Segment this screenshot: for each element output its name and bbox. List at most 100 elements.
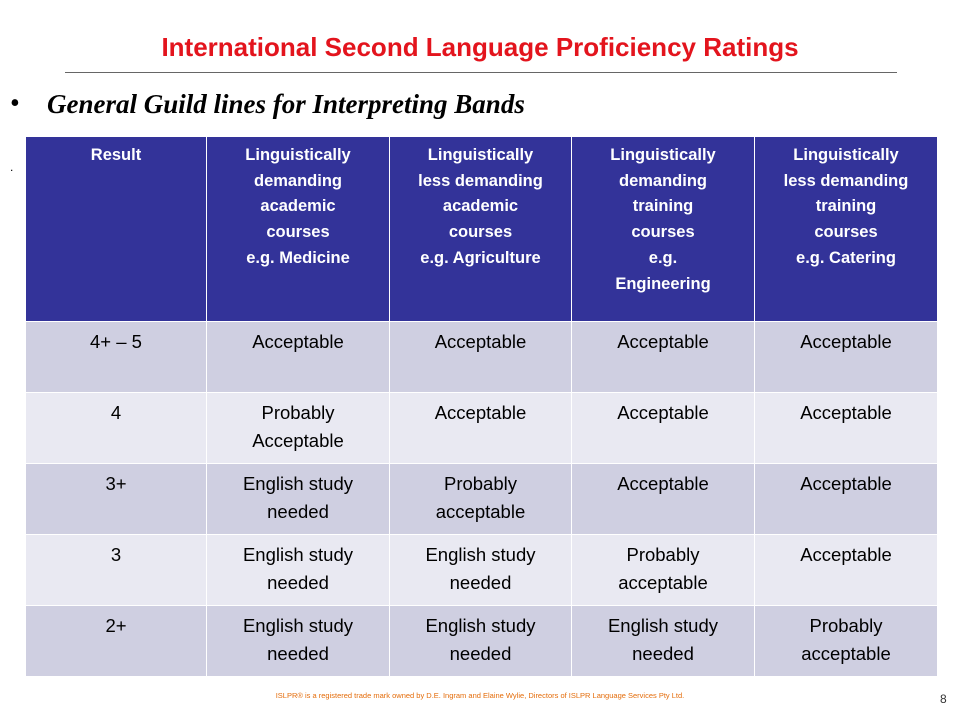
cell-line: 4+ – 5 bbox=[90, 331, 142, 352]
cell-line: Linguistically bbox=[427, 146, 534, 164]
table-cell: English study needed bbox=[389, 534, 572, 606]
cell-line: acceptable bbox=[801, 643, 891, 664]
cell-line: acceptable bbox=[618, 572, 708, 593]
cell-line: training bbox=[815, 197, 877, 216]
marker: . bbox=[10, 160, 14, 174]
table-cell: English study needed bbox=[206, 463, 390, 535]
cell-line: English study bbox=[242, 473, 354, 494]
cell-line: Linguistically bbox=[245, 146, 351, 164]
ratings-table: Result Linguistically demanding academic cou… bbox=[25, 136, 938, 677]
header-cell: Linguistically less demanding training cour… bbox=[754, 136, 938, 322]
cell-line: 3+ bbox=[105, 473, 127, 494]
cell-line: courses bbox=[631, 223, 695, 242]
cell-line: Result bbox=[90, 146, 142, 164]
table-cell: 3+ bbox=[25, 463, 207, 535]
cell-line: training bbox=[632, 197, 694, 216]
header-cell: Linguistically demanding academic courses e.… bbox=[206, 136, 390, 322]
cell-line: Acceptable bbox=[434, 331, 527, 352]
cell-line: Probably bbox=[443, 473, 517, 494]
cell-line: e.g. Medicine bbox=[246, 248, 350, 267]
cell-line: needed bbox=[632, 643, 694, 664]
table-cell: Probably acceptable bbox=[389, 463, 572, 535]
cell-line: English study bbox=[425, 615, 536, 636]
cell-line: needed bbox=[449, 643, 512, 664]
cell-line: courses bbox=[814, 223, 878, 242]
table-cell: Acceptable bbox=[571, 321, 755, 393]
table-cell: Acceptable bbox=[754, 463, 938, 535]
page-number: 8 bbox=[940, 692, 947, 706]
cell-line: Acceptable bbox=[617, 402, 709, 423]
cell-line: Acceptable bbox=[434, 402, 527, 423]
table-cell: Acceptable bbox=[571, 463, 755, 535]
table-cell: Acceptable bbox=[389, 392, 572, 464]
cell-line: demanding bbox=[618, 171, 707, 190]
title-rule bbox=[65, 72, 897, 73]
cell-line: Engineering bbox=[615, 274, 711, 293]
table-cell: English study needed bbox=[206, 534, 390, 606]
cell-line: courses bbox=[266, 223, 330, 242]
cell-line: courses bbox=[448, 223, 513, 242]
footer: ISLPR® is a registered trade mark owned … bbox=[275, 691, 685, 700]
cell-line: e.g. Agriculture bbox=[420, 248, 541, 267]
cell-line: needed bbox=[267, 572, 329, 593]
bullet-dot: • bbox=[10, 88, 20, 119]
table-cell: Acceptable bbox=[571, 392, 755, 464]
table-cell: 3 bbox=[25, 534, 207, 606]
table-row: 3 English study needed English study needed P… bbox=[25, 534, 938, 606]
cell-line: Acceptable bbox=[252, 331, 344, 352]
header-cell: Linguistically demanding training courses e.… bbox=[571, 136, 755, 322]
table-cell: Probably acceptable bbox=[754, 605, 938, 677]
cell-line: e.g. bbox=[648, 248, 678, 267]
table-cell: Acceptable bbox=[389, 321, 572, 393]
bullet-text: General Guild lines for Interpreting Ban… bbox=[47, 89, 525, 119]
table-row: 4 Probably Acceptable Acceptable Acceptable A… bbox=[25, 392, 938, 464]
header-cell: Result bbox=[25, 136, 207, 322]
cell-line: 3 bbox=[110, 544, 122, 565]
cell-line: Acceptable bbox=[800, 402, 892, 423]
table-cell: Acceptable bbox=[754, 321, 938, 393]
cell-line: Acceptable bbox=[617, 331, 709, 352]
table-cell: English study needed bbox=[389, 605, 572, 677]
table-row: 2+ English study needed English study needed… bbox=[25, 605, 938, 677]
cell-line: Probably bbox=[261, 402, 335, 423]
cell-line: Acceptable bbox=[617, 473, 709, 494]
table-row: 4+ – 5 Acceptable Acceptable Acceptable Acce… bbox=[25, 321, 938, 393]
table-cell: English study needed bbox=[571, 605, 755, 677]
table-cell: 2+ bbox=[25, 605, 207, 677]
table-cell: Acceptable bbox=[206, 321, 390, 393]
cell-line: needed bbox=[267, 501, 329, 522]
cell-line: English study bbox=[242, 544, 354, 565]
cell-line: English study bbox=[242, 615, 354, 636]
table-cell: Acceptable bbox=[754, 392, 938, 464]
cell-line: less demanding bbox=[783, 171, 909, 190]
cell-line: English study bbox=[425, 544, 536, 565]
cell-line: Acceptable bbox=[800, 331, 892, 352]
cell-line: Probably bbox=[809, 615, 883, 636]
cell-line: academic bbox=[442, 197, 519, 216]
table-row: 3+ English study needed Probably acceptable A… bbox=[25, 463, 938, 535]
cell-line: Acceptable bbox=[800, 544, 892, 565]
title: International Second Language Proficienc… bbox=[161, 32, 799, 62]
cell-line: Linguistically bbox=[610, 146, 716, 164]
table-cell: English study needed bbox=[206, 605, 390, 677]
cell-line: Acceptable bbox=[252, 430, 344, 451]
header-row: Result Linguistically demanding academic cou… bbox=[25, 136, 938, 322]
cell-line: Linguistically bbox=[793, 146, 899, 164]
cell-line: English study bbox=[607, 615, 719, 636]
cell-line: needed bbox=[267, 643, 329, 664]
cell-line: 2+ bbox=[105, 615, 127, 636]
cell-line: e.g. Catering bbox=[796, 248, 896, 267]
cell-line: academic bbox=[260, 197, 336, 216]
table-cell: Probably acceptable bbox=[571, 534, 755, 606]
cell-line: Acceptable bbox=[800, 473, 892, 494]
table-cell: 4 bbox=[25, 392, 207, 464]
cell-line: demanding bbox=[253, 171, 342, 190]
table-cell: 4+ – 5 bbox=[25, 321, 207, 393]
cell-line: needed bbox=[449, 572, 512, 593]
cell-line: less demanding bbox=[418, 171, 543, 190]
table-cell: Probably Acceptable bbox=[206, 392, 390, 464]
cell-line: acceptable bbox=[435, 501, 526, 522]
header-cell: Linguistically less demanding academic cour… bbox=[389, 136, 572, 322]
table-cell: Acceptable bbox=[754, 534, 938, 606]
